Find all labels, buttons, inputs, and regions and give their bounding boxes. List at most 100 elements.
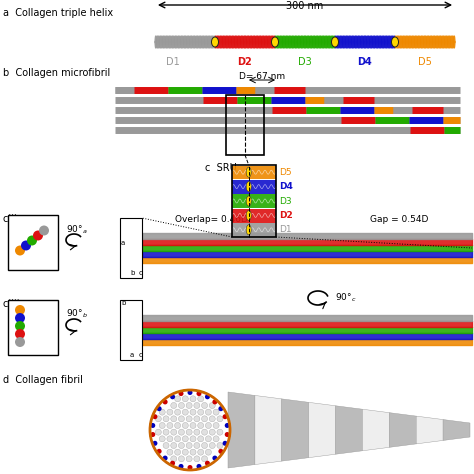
- Circle shape: [209, 402, 215, 409]
- Circle shape: [201, 443, 208, 448]
- Bar: [232, 194, 276, 208]
- Circle shape: [171, 416, 177, 422]
- Circle shape: [182, 409, 188, 415]
- Circle shape: [163, 416, 169, 422]
- Circle shape: [194, 456, 200, 462]
- Circle shape: [179, 391, 183, 396]
- Text: a  Collagen triple helix: a Collagen triple helix: [3, 8, 113, 18]
- Circle shape: [190, 422, 196, 428]
- Bar: [8, 300, 58, 355]
- Text: Overlap= 0.46D: Overlap= 0.46D: [175, 215, 248, 224]
- Circle shape: [213, 422, 219, 428]
- Text: 90$\degree_a$: 90$\degree_a$: [66, 223, 88, 236]
- Circle shape: [153, 441, 157, 446]
- Circle shape: [198, 436, 204, 442]
- Bar: [226, 95, 264, 155]
- Ellipse shape: [246, 210, 251, 220]
- Ellipse shape: [272, 37, 279, 47]
- Text: c: c: [139, 270, 143, 276]
- Text: 90$\degree_b$: 90$\degree_b$: [66, 308, 88, 320]
- Circle shape: [205, 394, 210, 399]
- Circle shape: [150, 390, 230, 470]
- Bar: [232, 165, 276, 237]
- Text: 90$\degree_c$: 90$\degree_c$: [335, 291, 356, 303]
- Circle shape: [163, 456, 168, 461]
- Text: D5: D5: [279, 168, 292, 177]
- Circle shape: [194, 416, 200, 422]
- Circle shape: [219, 406, 223, 411]
- Polygon shape: [416, 416, 443, 444]
- Text: D4: D4: [279, 182, 293, 191]
- Circle shape: [174, 422, 181, 428]
- Text: a: a: [121, 240, 125, 246]
- Ellipse shape: [246, 196, 251, 206]
- Circle shape: [21, 240, 31, 250]
- Text: D3: D3: [298, 57, 312, 67]
- Text: b  Collagen microfibril: b Collagen microfibril: [3, 68, 110, 78]
- Text: a: a: [130, 352, 134, 358]
- Text: c  SRU: c SRU: [205, 163, 237, 173]
- Text: D4: D4: [357, 57, 373, 67]
- Circle shape: [171, 443, 177, 448]
- Circle shape: [163, 443, 169, 448]
- Circle shape: [170, 461, 175, 465]
- Circle shape: [15, 313, 25, 323]
- Polygon shape: [363, 409, 389, 451]
- Circle shape: [225, 432, 230, 437]
- Text: D1: D1: [166, 57, 180, 67]
- Circle shape: [217, 443, 223, 448]
- Circle shape: [170, 394, 175, 399]
- Circle shape: [178, 429, 184, 435]
- Circle shape: [182, 436, 188, 442]
- Circle shape: [205, 436, 211, 442]
- Circle shape: [201, 429, 208, 435]
- Circle shape: [201, 416, 208, 422]
- Circle shape: [27, 236, 37, 246]
- Circle shape: [186, 402, 192, 409]
- Circle shape: [155, 416, 161, 422]
- Circle shape: [163, 400, 168, 404]
- Circle shape: [219, 449, 223, 454]
- Circle shape: [153, 414, 157, 419]
- Circle shape: [156, 449, 162, 454]
- Circle shape: [174, 449, 181, 455]
- Circle shape: [198, 422, 204, 428]
- Ellipse shape: [246, 225, 251, 235]
- Circle shape: [223, 414, 228, 419]
- Circle shape: [213, 436, 219, 442]
- Text: D2: D2: [279, 211, 293, 220]
- Circle shape: [156, 406, 162, 411]
- Polygon shape: [389, 413, 416, 447]
- Circle shape: [167, 409, 173, 415]
- Bar: [120, 218, 142, 278]
- Circle shape: [190, 436, 196, 442]
- Bar: [232, 223, 276, 237]
- Circle shape: [212, 400, 218, 404]
- Polygon shape: [336, 406, 363, 454]
- Circle shape: [182, 396, 188, 402]
- Circle shape: [163, 429, 169, 435]
- Circle shape: [178, 402, 184, 409]
- Circle shape: [179, 464, 183, 469]
- Circle shape: [197, 464, 201, 469]
- Text: D1: D1: [279, 225, 292, 234]
- Circle shape: [205, 461, 210, 465]
- Circle shape: [15, 246, 25, 255]
- Ellipse shape: [211, 37, 219, 47]
- Circle shape: [198, 409, 204, 415]
- Text: D2: D2: [237, 57, 252, 67]
- Circle shape: [15, 305, 25, 315]
- Circle shape: [150, 423, 155, 428]
- Circle shape: [190, 396, 196, 402]
- Ellipse shape: [392, 37, 399, 47]
- Circle shape: [225, 423, 230, 428]
- Circle shape: [205, 409, 211, 415]
- Circle shape: [174, 396, 181, 402]
- Circle shape: [171, 456, 177, 462]
- Circle shape: [209, 416, 215, 422]
- Circle shape: [182, 422, 188, 428]
- Circle shape: [171, 429, 177, 435]
- Text: 300 nm: 300 nm: [286, 1, 324, 11]
- Circle shape: [212, 456, 218, 461]
- Circle shape: [182, 449, 188, 455]
